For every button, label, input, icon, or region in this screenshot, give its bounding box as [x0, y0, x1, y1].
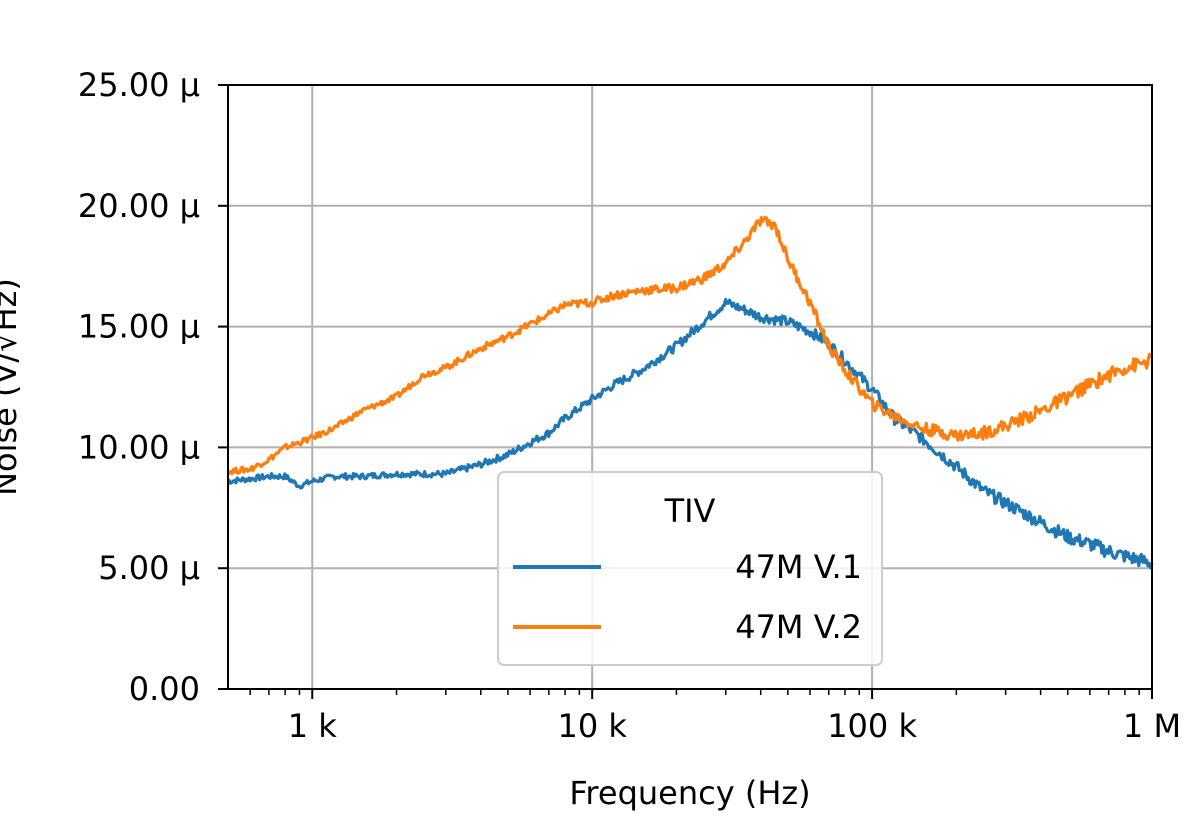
- x-tick-label: 1 k: [288, 707, 338, 745]
- y-axis-label: Noise (V/√Hz): [0, 278, 24, 496]
- legend-box: [497, 471, 883, 666]
- legend-title: TIV: [664, 492, 716, 530]
- y-tick-label: 5.00 µ: [98, 549, 200, 587]
- axis-ticks: 1 k 10 k 100 k 1 M 0.00 5.00 µ 10.00 µ 15.00 µ 2…: [78, 66, 1181, 745]
- y-tick-label: 25.00 µ: [78, 66, 200, 104]
- y-tick-label: 0.00: [129, 670, 200, 708]
- legend: TIV 47M V.1 47M V.2: [497, 471, 883, 666]
- legend-entries: 47M V.1 47M V.2: [513, 548, 862, 646]
- series-line-1: [227, 297, 1154, 570]
- plot-series: [226, 215, 1154, 570]
- plot-frame: [227, 84, 1153, 690]
- y-tick-label: 20.00 µ: [78, 187, 200, 225]
- x-tick-label: 100 k: [827, 707, 917, 745]
- x-tick-label: 1 M: [1123, 707, 1181, 745]
- series-line-2: [226, 215, 1153, 476]
- y-tick-label: 10.00 µ: [78, 428, 200, 466]
- x-tick-label: 10 k: [557, 707, 627, 745]
- y-tick-label: 15.00 µ: [78, 308, 200, 346]
- x-axis-label: Frequency (Hz): [569, 774, 810, 812]
- legend-entry-label: 47M V.2: [735, 608, 862, 646]
- legend-entry-label: 47M V.1: [735, 548, 862, 586]
